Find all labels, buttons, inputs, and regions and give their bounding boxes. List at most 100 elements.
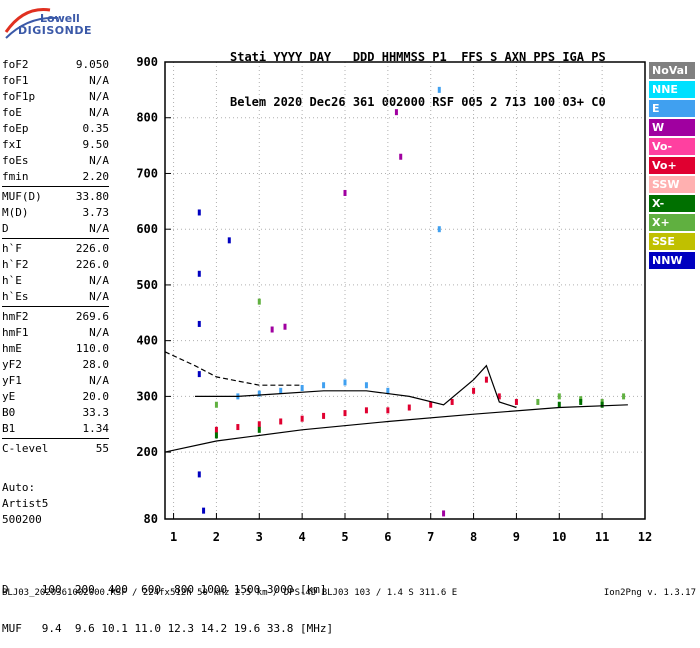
- legend-item-noval: NoVal: [649, 62, 695, 79]
- echo-point-vo-: [300, 415, 304, 422]
- parameter-value: 33.80: [75, 190, 109, 203]
- parameter-value: N/A: [89, 326, 109, 339]
- parameter-separator: [2, 438, 109, 439]
- parameter-value: N/A: [89, 274, 109, 287]
- parameter-value: N/A: [89, 374, 109, 387]
- legend-item-vo-minus: Vo+: [649, 157, 695, 174]
- echo-point-vo-: [322, 412, 326, 419]
- echo-point-nnw: [197, 320, 201, 327]
- echo-point-vo-: [472, 387, 476, 394]
- parameter-value: N/A: [89, 74, 109, 87]
- trace-profile-f2: [195, 364, 517, 409]
- echo-point-w: [394, 109, 398, 116]
- auto-program: Artist5: [2, 497, 49, 510]
- x-tick-label: 9: [513, 530, 520, 544]
- parameter-row: h`E N/A: [2, 273, 109, 289]
- plot-frame: [164, 61, 646, 520]
- echo-point-vo-: [450, 398, 454, 405]
- parameter-row: MUF(D) 33.80: [2, 189, 109, 205]
- header-values: Belem 2020 Dec26 361 002000 RSF 005 2 71…: [230, 95, 606, 109]
- parameter-value: N/A: [89, 90, 109, 103]
- parameter-row: C-level 55: [2, 441, 109, 457]
- logo-swoosh-icon: [4, 7, 59, 39]
- parameter-value: 9.050: [75, 58, 109, 71]
- parameter-label: h`E: [2, 274, 22, 287]
- y-tick-label: 200: [136, 445, 158, 459]
- x-tick-label: 11: [595, 530, 609, 544]
- legend-item-x-minus: X+: [649, 214, 695, 231]
- parameter-row: yE 20.0: [2, 389, 109, 405]
- legend-item-e: E: [649, 100, 695, 117]
- parameter-row: fmin 2.20: [2, 169, 109, 185]
- y-tick-label: 900: [136, 55, 158, 69]
- echo-point-vo-: [484, 376, 488, 383]
- parameter-row: foE N/A: [2, 105, 109, 121]
- trace-profile-low: [164, 404, 628, 453]
- parameter-value: 2.20: [82, 170, 110, 183]
- echo-point-w: [442, 510, 446, 517]
- parameter-separator: [2, 186, 109, 187]
- parameter-label: fmin: [2, 170, 29, 183]
- echo-point-e: [300, 385, 304, 392]
- legend-item-x-minus: X-: [649, 195, 695, 212]
- parameter-value: 0.35: [82, 122, 110, 135]
- echo-point-x-: [214, 401, 218, 408]
- parameter-row: h`F 226.0: [2, 241, 109, 257]
- parameter-label: yE: [2, 390, 16, 403]
- parameter-row: hmF2 269.6: [2, 309, 109, 325]
- parameter-label: foF1p: [2, 90, 36, 103]
- parameter-value: 226.0: [75, 242, 109, 255]
- parameter-label: foE: [2, 106, 22, 119]
- parameter-label: B1: [2, 422, 16, 435]
- parameter-value: 269.6: [75, 310, 109, 323]
- parameter-label: h`F: [2, 242, 22, 255]
- parameter-value: 28.0: [82, 358, 110, 371]
- echo-point-x-: [257, 298, 261, 305]
- echo-point-x-: [214, 432, 218, 439]
- parameter-row: h`Es N/A: [2, 289, 109, 305]
- parameter-value: 110.0: [75, 342, 109, 355]
- footer-file-info: BLJ03_2020361002000.RSF / 224fx512h 50 k…: [2, 588, 458, 598]
- legend-item-w: W: [649, 119, 695, 136]
- legend-item-vo-minus: Vo-: [649, 138, 695, 155]
- echo-point-nnw: [197, 209, 201, 216]
- auto-version: 500200: [2, 513, 42, 526]
- y-tick-label: 300: [136, 389, 158, 403]
- x-tick-label: 3: [256, 530, 263, 544]
- parameter-row: yF2 28.0: [2, 357, 109, 373]
- parameter-label: M(D): [2, 206, 29, 219]
- echo-point-vo-: [364, 407, 368, 414]
- parameter-value: 33.3: [82, 406, 110, 419]
- parameter-separator: [2, 306, 109, 307]
- distance-row: D 100 200 400 600 800 1000 1500 3000 [km…: [2, 583, 327, 596]
- parameter-row: yF1 N/A: [2, 373, 109, 389]
- echo-point-vo-: [514, 398, 518, 405]
- echo-point-nnw: [227, 237, 231, 244]
- parameter-label: D: [2, 222, 9, 235]
- auto-label: Auto:: [2, 481, 36, 494]
- echo-point-w: [283, 323, 287, 330]
- echo-point-vo-: [343, 410, 347, 417]
- echo-point-e: [322, 382, 326, 389]
- echo-point-vo-: [279, 418, 283, 425]
- x-tick-label: 4: [299, 530, 306, 544]
- parameter-row: h`F2 226.0: [2, 257, 109, 273]
- parameter-row: foF1p N/A: [2, 89, 109, 105]
- echo-point-e: [386, 387, 390, 394]
- parameter-value: N/A: [89, 106, 109, 119]
- echo-point-x-: [557, 393, 561, 400]
- parameter-row: B0 33.3: [2, 405, 109, 421]
- parameter-label: fxI: [2, 138, 22, 151]
- echo-point-nnw: [202, 507, 206, 514]
- parameter-row: fxI 9.50: [2, 137, 109, 153]
- parameter-separator: [2, 238, 109, 239]
- parameter-row: foF1 N/A: [2, 73, 109, 89]
- echo-point-e: [257, 390, 261, 397]
- echo-point-nnw: [197, 270, 201, 277]
- parameter-label: hmE: [2, 342, 22, 355]
- echo-point-e: [279, 387, 283, 394]
- parameter-label: foF1: [2, 74, 29, 87]
- x-tick-label: 8: [470, 530, 477, 544]
- parameter-value: N/A: [89, 222, 109, 235]
- echo-point-e: [437, 226, 441, 233]
